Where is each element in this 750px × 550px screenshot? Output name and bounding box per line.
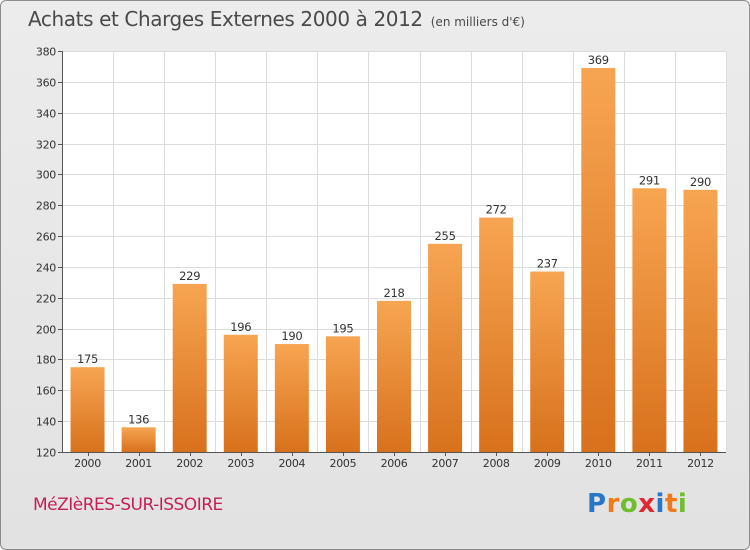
- chart-title-text: Achats et Charges Externes 2000 à 2012: [28, 7, 423, 31]
- logo-letter: P: [587, 489, 607, 519]
- bar: [683, 189, 718, 453]
- bar-value-label: 229: [179, 269, 200, 283]
- bar: [377, 300, 411, 452]
- bar-value-label: 237: [537, 257, 558, 271]
- x-tick-label: 2012: [687, 457, 714, 470]
- x-tick-label: 2011: [636, 457, 663, 470]
- logo-letter: r: [606, 489, 620, 519]
- bar: [530, 271, 565, 452]
- logo-letter: i: [655, 489, 665, 519]
- bar-value-label: 369: [588, 53, 609, 67]
- x-tick-label: 2002: [176, 457, 203, 470]
- logo-letter: x: [638, 489, 656, 519]
- x-tick-label: 2006: [381, 457, 408, 470]
- y-tick-label: 160: [36, 385, 56, 398]
- bar-value-label: 175: [77, 352, 98, 366]
- bar-value-label: 218: [383, 286, 404, 300]
- y-tick-label: 360: [36, 77, 56, 90]
- bar: [223, 334, 258, 452]
- y-tick-label: 320: [36, 139, 56, 152]
- y-tick-label: 180: [36, 354, 56, 367]
- bar: [581, 67, 616, 452]
- bar-value-label: 136: [128, 412, 149, 426]
- bar: [632, 188, 667, 452]
- axes: 120 140 160 180 200 220 240 260 280 300 320 340 360 3…: [36, 46, 726, 470]
- y-tick-label: 220: [36, 293, 56, 306]
- x-tick-label: 2009: [534, 457, 561, 470]
- chart-title: Achats et Charges Externes 2000 à 2012 (e…: [28, 7, 525, 31]
- x-tick-label: 2004: [278, 457, 305, 470]
- y-tick-label: 280: [36, 200, 56, 213]
- y-tick-label: 340: [36, 108, 56, 121]
- x-tick-label: 2005: [330, 457, 357, 470]
- chart-subtitle: (en milliers d'€): [430, 15, 525, 29]
- bar-value-label: 291: [639, 173, 660, 187]
- y-tick-label: 200: [36, 324, 56, 337]
- x-tick-label: 2001: [125, 457, 152, 470]
- y-tick-label: 140: [36, 416, 56, 429]
- y-tick-label: 380: [36, 46, 56, 59]
- bar: [172, 283, 207, 452]
- bar: [428, 243, 463, 452]
- y-tick-label: 240: [36, 262, 56, 275]
- y-tick-label: 300: [36, 169, 56, 182]
- x-tick-label: 2000: [74, 457, 101, 470]
- x-tick-label: 2008: [483, 457, 510, 470]
- bar-value-label: 272: [486, 203, 507, 217]
- bars: 175 136 229 196 190 195 218 255 272 237 369 291 290: [70, 53, 718, 453]
- bar-value-label: 195: [332, 321, 353, 335]
- bar-value-label: 196: [230, 320, 251, 334]
- bar: [325, 336, 360, 452]
- bar: [121, 427, 156, 452]
- bar-value-label: 255: [435, 229, 456, 243]
- bar-value-label: 290: [690, 175, 711, 189]
- y-tick-label: 120: [36, 447, 56, 460]
- bar: [274, 344, 309, 452]
- bar: [479, 217, 514, 452]
- logo-letter: i: [677, 489, 688, 519]
- logo-letter: t: [664, 489, 678, 519]
- x-tick-label: 2010: [585, 457, 612, 470]
- bar-value-label: 190: [281, 329, 302, 343]
- x-tick-label: 2003: [227, 457, 254, 470]
- proxiti-logo: Proxiti: [587, 489, 687, 519]
- bar: [70, 367, 105, 452]
- logo-letter: o: [619, 489, 639, 519]
- x-tick-label: 2007: [432, 457, 459, 470]
- location-name: MéZIèRES-SUR-ISSOIRE: [33, 495, 223, 515]
- y-tick-label: 260: [36, 231, 56, 244]
